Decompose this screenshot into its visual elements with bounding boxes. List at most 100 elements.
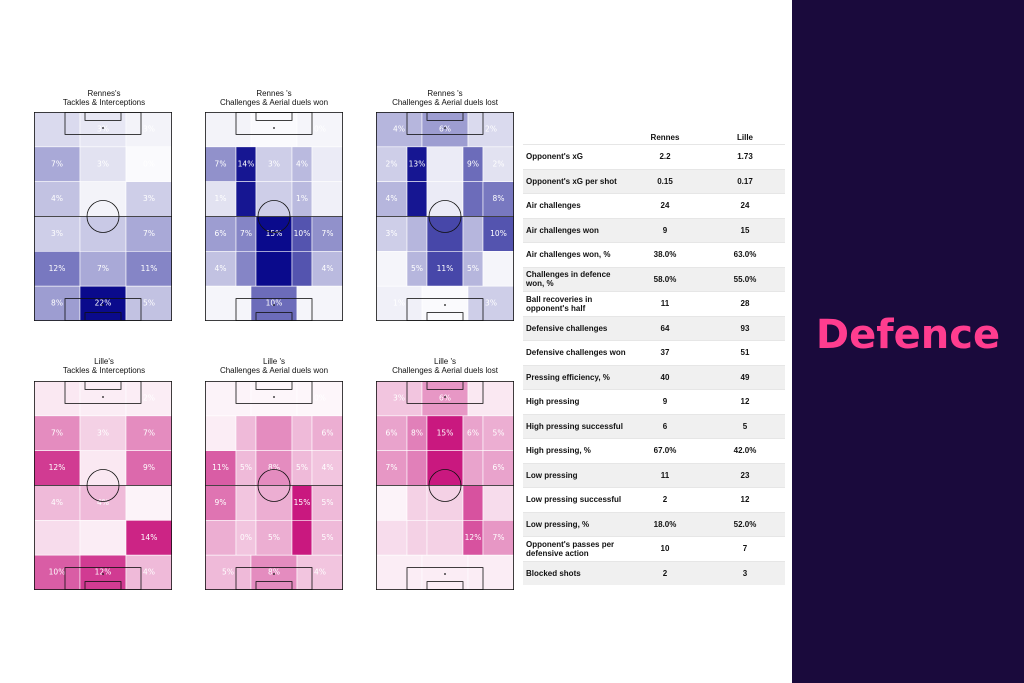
stat-label: Opponent's passes per defensive action xyxy=(526,539,615,558)
stat-value-rennes: 58.0% xyxy=(653,274,677,284)
zone-cell xyxy=(204,380,252,417)
zone-value-label: 14% xyxy=(238,159,255,168)
stats-row: Low pressing, % 18.0% 52.0% xyxy=(523,511,785,536)
zone-cell xyxy=(33,146,81,182)
zone-cell xyxy=(250,380,298,417)
zone-value-label: 7% xyxy=(215,159,227,168)
stat-value-rennes: 0.15 xyxy=(657,176,673,186)
zone-cell xyxy=(291,251,313,287)
zone-cell xyxy=(204,111,252,148)
pitch-title-team: Lille's xyxy=(94,357,114,366)
zone-cell xyxy=(204,554,252,591)
zone-cell xyxy=(296,554,344,591)
stat-label: Defensive challenges won xyxy=(526,348,626,358)
zone-value-label: 3% xyxy=(393,393,405,402)
stat-value-lille: 63.0% xyxy=(733,250,757,260)
column-header-rennes: Rennes xyxy=(650,133,680,142)
stat-label: Air challenges xyxy=(526,201,581,211)
pitch-heatmap-lille-duels-lost: 3% 6% 6% 8% 15% 6% 5% 7% 6% 12% 7% xyxy=(375,380,515,591)
zone-cell xyxy=(311,415,344,451)
zone-cell xyxy=(426,216,464,252)
stats-row: Defensive challenges 64 93 xyxy=(523,315,785,340)
zone-value-label: 15% xyxy=(294,498,311,507)
zone-value-label: 6% xyxy=(467,428,479,437)
zone-value-label: 4% xyxy=(393,124,405,133)
zone-cell xyxy=(255,485,293,521)
stat-value-rennes: 2 xyxy=(662,495,668,505)
zone-value-label: 0% xyxy=(240,533,252,542)
zone-value-label: 4% xyxy=(322,463,334,472)
zone-value-label: 7% xyxy=(97,264,109,273)
pitch-title-rennes-duels-won: Rennes 's Challenges & Aerial duels won xyxy=(184,89,364,107)
stat-value-rennes: 24 xyxy=(660,201,670,211)
zone-cell xyxy=(125,554,173,591)
zone-value-label: 15% xyxy=(437,428,454,437)
zone-value-label: 10% xyxy=(49,568,66,577)
pitch-title-metric: Tackles & Interceptions xyxy=(62,98,146,107)
zone-value-label: 8% xyxy=(493,194,505,203)
zone-cell xyxy=(375,181,408,217)
zone-value-label: 2% xyxy=(493,159,505,168)
bottom-goal-box xyxy=(255,312,293,322)
zone-value-label: 8% xyxy=(268,463,280,472)
zone-value-label: 3% xyxy=(97,124,109,133)
center-circle xyxy=(86,469,120,502)
zone-cell xyxy=(375,285,423,322)
zone-cell xyxy=(204,520,237,556)
stat-value-rennes: 11 xyxy=(660,299,670,309)
stats-table: Rennes Lille Opponent's xG 2.2 1.73 Opponen… xyxy=(523,130,785,585)
pitch-title-team: Lille 's xyxy=(434,357,456,366)
stat-value-lille: 49 xyxy=(740,372,750,382)
stats-row: Opponent's xG per shot 0.15 0.17 xyxy=(523,168,785,193)
zone-cell xyxy=(467,554,515,591)
zone-cell xyxy=(482,146,515,182)
zone-cell xyxy=(375,485,408,521)
pitch-heatmap-rennes-duels-lost: 4% 6% 2% 2% 13% 9% 2% 4% 8% 3% 10% 5% 11% 5% 1% 3% xyxy=(375,111,515,322)
stat-label: Low pressing xyxy=(526,470,578,480)
pitch-title-metric: Challenges & Aerial duels lost xyxy=(392,98,498,107)
center-circle xyxy=(257,469,291,502)
zone-value-label: 12% xyxy=(49,264,66,273)
pitch-title-metric: Challenges & Aerial duels won xyxy=(219,98,329,107)
stat-label: Blocked shots xyxy=(526,568,581,578)
zone-cell xyxy=(406,450,428,486)
zone-value-label: 7% xyxy=(322,229,334,238)
zone-cell xyxy=(426,485,464,521)
stat-value-lille: 7 xyxy=(742,544,748,554)
zone-cell xyxy=(426,146,464,182)
pitch-title-metric: Challenges & Aerial duels won xyxy=(219,366,329,375)
zone-value-label: 8% xyxy=(51,299,63,308)
stat-value-rennes: 38.0% xyxy=(653,250,677,260)
stat-label: Low pressing, % xyxy=(526,519,590,529)
zone-value-label: 3% xyxy=(143,194,155,203)
stat-value-lille: 15 xyxy=(740,225,750,235)
stat-value-lille: 12 xyxy=(740,397,750,407)
zone-cell xyxy=(375,251,408,287)
sidebar-panel: Defence xyxy=(792,0,1024,683)
zone-cell xyxy=(311,146,344,182)
zone-cell xyxy=(33,380,81,417)
zone-value-label: 6% xyxy=(322,428,334,437)
zone-cell xyxy=(426,450,464,486)
bottom-penalty-spot xyxy=(444,573,446,575)
zone-value-label: 12% xyxy=(465,533,482,542)
zone-cell xyxy=(79,146,127,182)
stats-row: High pressing, % 67.0% 42.0% xyxy=(523,438,785,463)
top-goal-box xyxy=(84,112,122,121)
center-circle xyxy=(428,200,462,233)
zone-value-label: 9% xyxy=(143,463,155,472)
zone-value-label: 15% xyxy=(266,229,283,238)
zone-cell xyxy=(125,251,173,287)
zone-value-label: 5% xyxy=(322,498,334,507)
zone-cell xyxy=(482,485,515,521)
zone-value-label: 13% xyxy=(409,159,426,168)
zone-cell xyxy=(204,285,252,322)
stat-value-lille: 52.0% xyxy=(733,519,757,529)
stat-value-rennes: 40 xyxy=(660,372,670,382)
stats-header-row: Rennes Lille xyxy=(523,130,785,144)
stat-value-rennes: 6 xyxy=(662,421,668,431)
top-penalty-spot xyxy=(273,127,275,129)
zone-cell xyxy=(462,216,484,252)
stat-value-lille: 42.0% xyxy=(733,446,757,456)
zone-value-label: 7% xyxy=(493,533,505,542)
